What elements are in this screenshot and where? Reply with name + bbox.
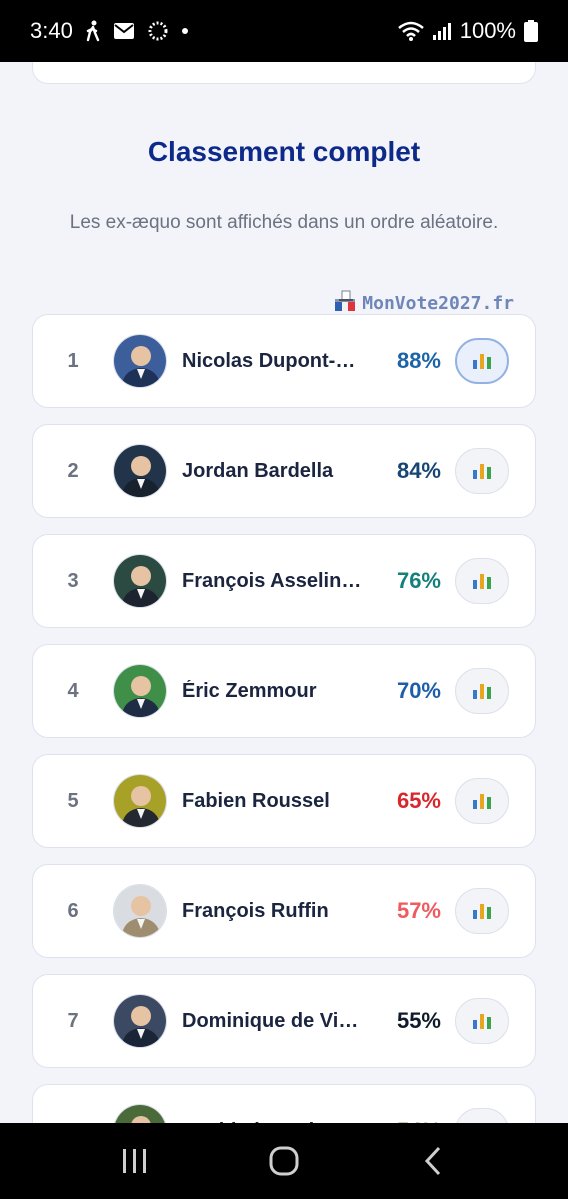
stats-button[interactable]	[455, 448, 509, 494]
rank-number: 7	[67, 1009, 79, 1032]
rank-number: 4	[67, 679, 79, 702]
candidate-score: 84%	[396, 458, 441, 483]
bar-chart-icon	[473, 574, 491, 589]
ranking-card[interactable]: 8 David Lisnard 54%	[32, 1084, 536, 1123]
stats-button[interactable]	[455, 668, 509, 714]
ranking-card[interactable]: 2 Jordan Bardella 84%	[32, 424, 536, 518]
candidate-score: 55%	[396, 1008, 441, 1033]
stats-button[interactable]	[455, 338, 509, 384]
rank-number: 5	[67, 789, 79, 812]
previous-card	[32, 62, 536, 84]
section-subtitle: Les ex-æquo sont affichés dans un ordre …	[69, 212, 499, 233]
battery-percent: 100%	[459, 18, 516, 43]
notification-dot-icon	[181, 27, 189, 35]
candidate-score: 70%	[396, 678, 441, 703]
bar-chart-icon	[473, 1014, 491, 1029]
android-nav-bar	[0, 1123, 568, 1199]
candidate-avatar	[113, 994, 167, 1048]
candidate-name: Fabien Roussel	[182, 789, 330, 812]
rank-number: 8	[33, 1120, 113, 1124]
brand-label: MonVote2027.fr	[334, 290, 514, 317]
ranking-card[interactable]: 7 Dominique de Vi… 55%	[32, 974, 536, 1068]
candidate-avatar	[113, 444, 167, 498]
candidate-name: Éric Zemmour	[182, 679, 317, 702]
walking-icon	[85, 20, 101, 42]
candidate-score: 88%	[396, 348, 441, 373]
bar-chart-icon	[473, 904, 491, 919]
candidate-avatar	[113, 334, 167, 388]
candidate-avatar	[113, 664, 167, 718]
scroll-content[interactable]: Classement complet Les ex-æquo sont affi…	[0, 62, 568, 1123]
battery-icon	[524, 20, 538, 42]
mail-icon	[113, 22, 135, 40]
recent-apps-button[interactable]	[105, 1131, 165, 1191]
ranking-card[interactable]: 4 Éric Zemmour 70%	[32, 644, 536, 738]
recent-apps-icon	[122, 1149, 146, 1173]
candidate-score: 54%	[371, 1118, 441, 1123]
candidate-avatar	[113, 884, 167, 938]
wifi-icon	[397, 21, 424, 41]
candidate-avatar	[113, 1104, 167, 1123]
candidate-score: 65%	[396, 788, 441, 813]
stats-button[interactable]	[455, 558, 509, 604]
candidate-name: François Asselin…	[182, 569, 362, 592]
back-button[interactable]	[403, 1131, 463, 1191]
signal-icon	[432, 21, 452, 41]
candidate-avatar	[113, 554, 167, 608]
section-title: Classement complet	[147, 136, 421, 167]
candidate-score: 57%	[396, 898, 441, 923]
candidate-name: Dominique de Vi…	[182, 1009, 359, 1032]
stats-button[interactable]	[455, 1108, 509, 1123]
home-button[interactable]	[254, 1131, 314, 1191]
candidate-name: François Ruffin	[182, 899, 329, 922]
status-bar: 3:40 100%	[0, 0, 568, 62]
candidate-name: Nicolas Dupont-…	[182, 349, 356, 372]
ballot-box-icon	[334, 290, 356, 317]
rank-number: 6	[67, 899, 79, 922]
stats-button[interactable]	[455, 998, 509, 1044]
home-icon	[269, 1146, 299, 1176]
candidate-score: 76%	[396, 568, 441, 593]
ranking-card[interactable]: 1 Nicolas Dupont-… 88%	[32, 314, 536, 408]
stats-button[interactable]	[455, 778, 509, 824]
candidate-name: Jordan Bardella	[182, 459, 334, 482]
ranking-card[interactable]: 5 Fabien Roussel 65%	[32, 754, 536, 848]
back-icon	[425, 1146, 441, 1176]
bar-chart-icon	[473, 794, 491, 809]
rank-number: 2	[67, 459, 79, 482]
bar-chart-icon	[473, 464, 491, 479]
candidate-avatar	[113, 774, 167, 828]
brand-text: MonVote2027.fr	[362, 293, 514, 314]
stats-button[interactable]	[455, 888, 509, 934]
sync-icon	[147, 20, 169, 42]
bar-chart-icon	[473, 684, 491, 699]
ranking-card[interactable]: 3 François Asselin… 76%	[32, 534, 536, 628]
status-time: 3:40	[30, 18, 73, 43]
rank-number: 3	[67, 569, 79, 592]
rank-number: 1	[67, 349, 79, 372]
ranking-card[interactable]: 6 François Ruffin 57%	[32, 864, 536, 958]
bar-chart-icon	[473, 354, 491, 369]
